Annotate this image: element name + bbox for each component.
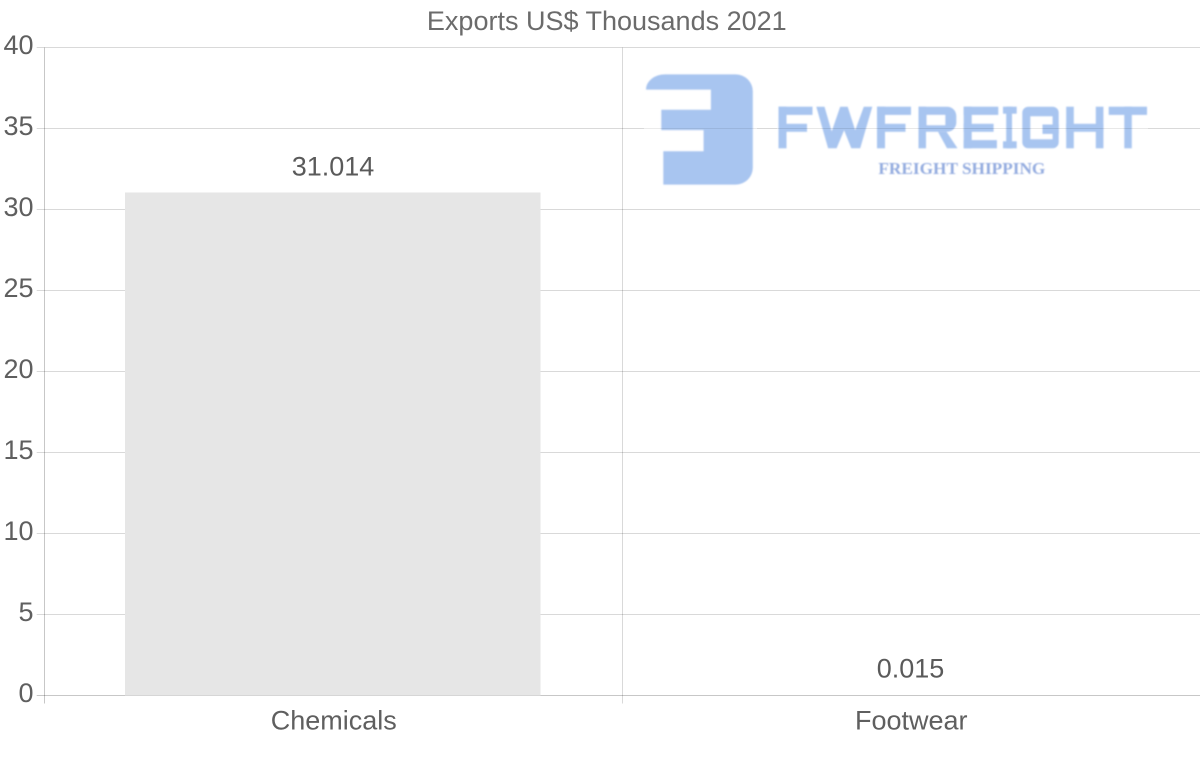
svg-text:5: 5	[18, 597, 33, 627]
svg-text:30: 30	[3, 192, 33, 222]
svg-text:15: 15	[3, 435, 33, 465]
svg-text:Exports US$ Thousands 2021: Exports US$ Thousands 2021	[427, 6, 787, 36]
svg-text:0: 0	[18, 678, 33, 708]
svg-text:35: 35	[3, 111, 33, 141]
svg-text:Footwear: Footwear	[855, 706, 968, 736]
svg-text:10: 10	[3, 516, 33, 546]
svg-text:40: 40	[3, 30, 33, 60]
svg-text:FREIGHT SHIPPING: FREIGHT SHIPPING	[878, 159, 1045, 178]
svg-text:25: 25	[3, 273, 33, 303]
svg-text:Chemicals: Chemicals	[271, 706, 397, 736]
svg-text:0.015: 0.015	[877, 654, 945, 684]
svg-text:20: 20	[3, 354, 33, 384]
svg-text:31.014: 31.014	[292, 152, 375, 182]
